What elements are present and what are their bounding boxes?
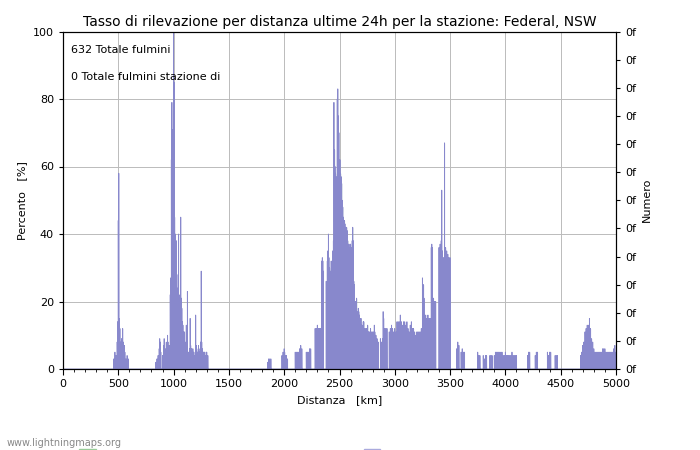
- Y-axis label: Percento   [%]: Percento [%]: [18, 161, 27, 240]
- Text: www.lightningmaps.org: www.lightningmaps.org: [7, 437, 122, 447]
- Title: Tasso di rilevazione per distanza ultime 24h per la stazione: Federal, NSW: Tasso di rilevazione per distanza ultime…: [83, 15, 596, 29]
- Legend: Tasso di rilevazione stazione Federal, NSW, Numero totale fulmini: Tasso di rilevazione stazione Federal, N…: [75, 445, 516, 450]
- Text: 0 Totale fulmini stazione di: 0 Totale fulmini stazione di: [71, 72, 220, 82]
- Y-axis label: Numero: Numero: [642, 178, 652, 222]
- X-axis label: Distanza   [km]: Distanza [km]: [297, 395, 382, 405]
- Text: 632 Totale fulmini: 632 Totale fulmini: [71, 45, 171, 55]
